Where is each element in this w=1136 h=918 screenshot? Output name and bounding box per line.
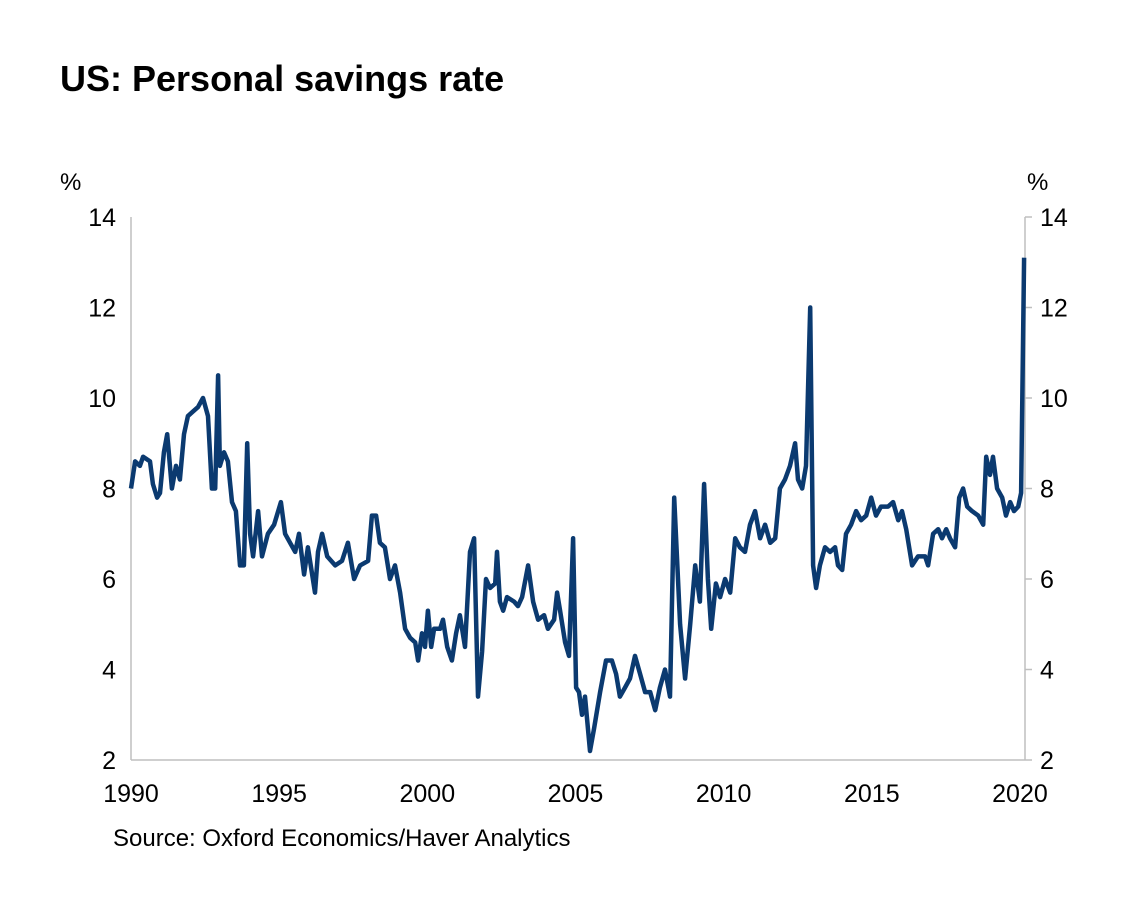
x-tick-label: 1995 bbox=[251, 780, 307, 808]
y-tick-label-right: 2 bbox=[1040, 747, 1054, 775]
chart-title: US: Personal savings rate bbox=[60, 58, 504, 99]
y-tick-label-left: 2 bbox=[102, 747, 116, 775]
y-tick-label-left: 4 bbox=[102, 657, 116, 685]
y-tick-label-left: 12 bbox=[88, 295, 116, 323]
y-tick-label-right: 6 bbox=[1040, 566, 1054, 594]
x-tick-label: 2015 bbox=[844, 780, 900, 808]
y-tick-label-right: 8 bbox=[1040, 476, 1054, 504]
source-note: Source: Oxford Economics/Haver Analytics bbox=[113, 825, 571, 852]
x-tick-label: 1990 bbox=[103, 780, 159, 808]
x-tick-label: 2005 bbox=[548, 780, 604, 808]
y-tick-label-right: 4 bbox=[1040, 657, 1054, 685]
y-tick-label-right: 14 bbox=[1040, 204, 1068, 232]
left-axis-unit: % bbox=[60, 169, 81, 196]
x-tick-label: 2010 bbox=[696, 780, 752, 808]
x-tick-label: 2000 bbox=[400, 780, 456, 808]
y-tick-label-right: 10 bbox=[1040, 385, 1068, 413]
y-tick-label-left: 8 bbox=[102, 476, 116, 504]
y-tick-label-left: 14 bbox=[88, 204, 116, 232]
y-tick-label-right: 12 bbox=[1040, 295, 1068, 323]
right-axis-unit: % bbox=[1027, 169, 1048, 196]
x-tick-label: 2020 bbox=[992, 780, 1048, 808]
y-tick-label-left: 6 bbox=[102, 566, 116, 594]
savings-rate-line bbox=[128, 257, 1027, 754]
y-tick-label-left: 10 bbox=[88, 385, 116, 413]
